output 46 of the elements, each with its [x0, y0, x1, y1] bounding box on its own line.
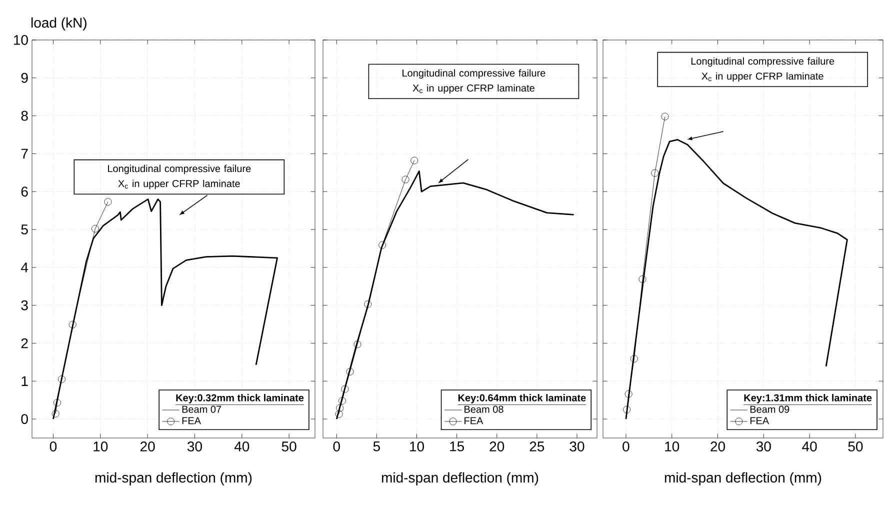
- x-axis-title: mid-span deflection (mm): [95, 472, 252, 486]
- y-tick-label: 7: [21, 148, 28, 159]
- x-tick-label: 0: [50, 442, 57, 452]
- x-tick-label: 50: [848, 442, 863, 452]
- x-axis-title: mid-span deflection (mm): [382, 472, 538, 486]
- legend-label: Beam 07: [182, 406, 222, 413]
- x-tick-label: 5: [373, 442, 380, 452]
- legend-label: FEA: [464, 417, 484, 424]
- annotation: Longitudinal compressive failure X$_{c}$ in upper CFRP laminate: [402, 69, 546, 94]
- legend-label: FEA: [750, 417, 770, 424]
- x-tick-label: 30: [756, 442, 771, 452]
- y-tick-label: 10: [14, 35, 28, 45]
- annotation: Longitudinal compressive failure X$_{c}$ in upper CFRP laminate: [108, 164, 251, 190]
- y-tick-label: 6: [21, 186, 28, 197]
- legend-title: Key:0.64mm thick laminate: [458, 394, 586, 404]
- y-tick-label: 4: [21, 262, 28, 272]
- x-tick-label: 30: [570, 442, 584, 452]
- x-tick-label: 10: [94, 442, 108, 452]
- y-tick-label: 2: [21, 338, 28, 348]
- y-tick-label: 9: [21, 72, 28, 83]
- x-tick-label: 20: [710, 442, 725, 452]
- y-tick-label: 3: [21, 300, 28, 310]
- x-tick-label: 20: [490, 442, 504, 452]
- x-tick-label: 50: [282, 442, 296, 452]
- x-tick-label: 40: [234, 442, 250, 452]
- y-tick-label: 8: [21, 110, 28, 121]
- legend-title: Key:0.32mm thick laminate: [176, 394, 304, 404]
- x-tick-label: 30: [187, 442, 202, 452]
- y-axis-title: load (kN): [31, 17, 86, 30]
- x-tick-label: 25: [530, 442, 544, 452]
- x-tick-label: 10: [665, 442, 680, 452]
- annotation: Longitudinal compressive failure X$_{c}$ in upper CFRP laminate: [691, 57, 834, 82]
- legend-title: Key:1.31mm thick laminate: [744, 394, 872, 404]
- x-tick-label: 20: [140, 442, 155, 452]
- x-tick-label: 40: [802, 442, 817, 452]
- legend-label: FEA: [182, 417, 201, 424]
- y-tick-label: 1: [22, 376, 28, 386]
- y-tick-label: 5: [21, 224, 28, 234]
- legend-label: Beam 09: [750, 406, 790, 413]
- legend-label: Beam 08: [464, 406, 504, 413]
- x-tick-label: 0: [622, 442, 630, 452]
- x-tick-label: 10: [410, 442, 424, 452]
- x-axis-title: mid-span deflection (mm): [664, 472, 822, 486]
- y-tick-label: 0: [21, 414, 28, 424]
- x-tick-label: 15: [450, 442, 464, 452]
- x-tick-label: 0: [333, 442, 340, 452]
